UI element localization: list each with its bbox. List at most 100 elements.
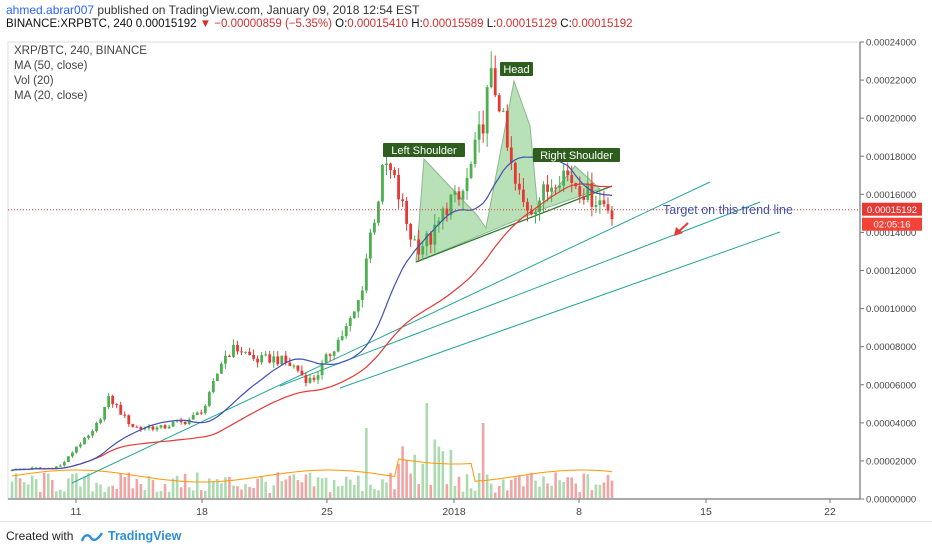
- candle-body: [252, 354, 256, 359]
- volume-bar: [542, 476, 545, 498]
- candle-body: [219, 363, 223, 374]
- volume-bar: [91, 491, 94, 498]
- y-tick-label: 0.00024000: [866, 38, 916, 49]
- candle-body: [292, 365, 296, 367]
- candle-body: [58, 465, 62, 467]
- last-price-text: 0.00015192: [867, 205, 917, 216]
- open-label: O:: [335, 18, 348, 30]
- volume-ma-line: [11, 458, 613, 483]
- candle-body: [590, 183, 594, 207]
- candle-body: [489, 68, 493, 88]
- volume-bar: [365, 428, 368, 498]
- volume-bar: [389, 472, 392, 498]
- volume-bar: [300, 482, 304, 498]
- volume-bar: [602, 482, 606, 498]
- candle-body: [30, 467, 34, 470]
- candle-body: [224, 355, 227, 364]
- left-shoulder-label-bg: [383, 143, 465, 157]
- candle-body: [433, 224, 437, 245]
- volume-bar: [332, 479, 336, 498]
- volume-bar: [606, 474, 610, 498]
- candle-body: [280, 355, 284, 365]
- y-tick-label: 0.00000000: [866, 495, 916, 506]
- head-label-bg: [500, 62, 533, 76]
- candle-body: [497, 95, 501, 112]
- candle-body: [389, 163, 392, 171]
- chart-area[interactable]: 0.00024000 0.00022000 0.00020000 0.00018000…: [0, 36, 932, 521]
- volume-bar: [87, 473, 90, 498]
- volume-bar: [312, 486, 316, 498]
- candle-body: [99, 419, 102, 423]
- candle-body: [296, 365, 300, 371]
- candle-body: [352, 311, 356, 319]
- candle-body: [401, 199, 405, 201]
- candle-body: [103, 407, 107, 420]
- volume-bar: [377, 490, 380, 498]
- candle-body: [66, 456, 70, 463]
- candle-body: [324, 354, 328, 363]
- legend-ma50[interactable]: MA (50, close): [14, 60, 88, 72]
- volume-bar: [135, 479, 139, 498]
- candle-body: [191, 415, 195, 420]
- candle-body: [449, 194, 453, 216]
- volume-bar: [151, 480, 155, 498]
- volume-bar: [127, 472, 131, 498]
- candle-body: [264, 354, 268, 356]
- candle-body: [566, 170, 570, 176]
- candle-body: [175, 420, 179, 422]
- volume-bar: [320, 478, 324, 498]
- volume-bar: [276, 472, 280, 498]
- volume-bar: [203, 490, 207, 498]
- symbol-label: BINANCE:XRPBTC, 240: [6, 18, 133, 30]
- created-with-label: Created with: [6, 529, 74, 543]
- candle-body: [143, 428, 147, 430]
- tradingview-logo-icon[interactable]: [81, 531, 103, 543]
- candle-body: [163, 425, 167, 429]
- candle-body: [485, 87, 489, 134]
- legend-volume[interactable]: Vol (20): [14, 75, 54, 87]
- candle-body: [272, 356, 276, 363]
- author-link[interactable]: ahmed.abrar007: [6, 3, 95, 17]
- y-tick-label: 0.00010000: [866, 304, 916, 315]
- candle-body: [127, 415, 131, 425]
- volume-bar: [159, 491, 163, 498]
- volume-bar: [369, 484, 372, 498]
- high-label: H:: [411, 18, 423, 30]
- volume-bar: [469, 488, 473, 498]
- candle-body: [139, 427, 143, 430]
- y-tick-label: 0.00016000: [866, 190, 916, 201]
- candlestick-chart[interactable]: 0.00024000 0.00022000 0.00020000 0.00018000…: [0, 36, 932, 521]
- candle-body: [538, 200, 541, 213]
- volume-bar: [510, 479, 513, 498]
- volume-bar: [175, 475, 179, 498]
- target-annotation: Target on this trend line: [663, 203, 793, 217]
- candle-body: [211, 381, 215, 393]
- ohlc-line: BINANCE:XRPBTC, 240 0.00015192 ▼ −0.0000…: [6, 18, 633, 30]
- tradingview-brand[interactable]: TradingView: [108, 529, 182, 543]
- candle-body: [75, 446, 78, 453]
- candle-body: [240, 351, 243, 353]
- volume-bar: [107, 486, 110, 498]
- candle-body: [465, 177, 469, 191]
- candle-body: [288, 362, 292, 366]
- candle-body: [517, 183, 521, 190]
- candle-body: [232, 344, 235, 357]
- volume-bar: [554, 472, 557, 498]
- volume-bar: [83, 476, 86, 498]
- volume-bar: [199, 490, 203, 498]
- countdown-text: 02:05:16: [874, 220, 911, 231]
- low-value: 0.00015129: [496, 18, 558, 30]
- volume-bar: [453, 485, 457, 498]
- volume-bar: [288, 475, 292, 498]
- legend-ma20[interactable]: MA (20, close): [14, 90, 88, 102]
- volume-bar: [115, 489, 118, 498]
- candle-body: [119, 404, 123, 415]
- legend-symbol[interactable]: XRP/BTC, 240, BINANCE: [14, 45, 147, 57]
- candle-body: [501, 110, 505, 112]
- volume-bar: [437, 446, 441, 498]
- candle-body: [71, 452, 74, 457]
- candle-body: [187, 419, 191, 425]
- candle-body: [405, 200, 409, 224]
- volume-bar: [71, 473, 74, 498]
- candle-body: [183, 421, 187, 425]
